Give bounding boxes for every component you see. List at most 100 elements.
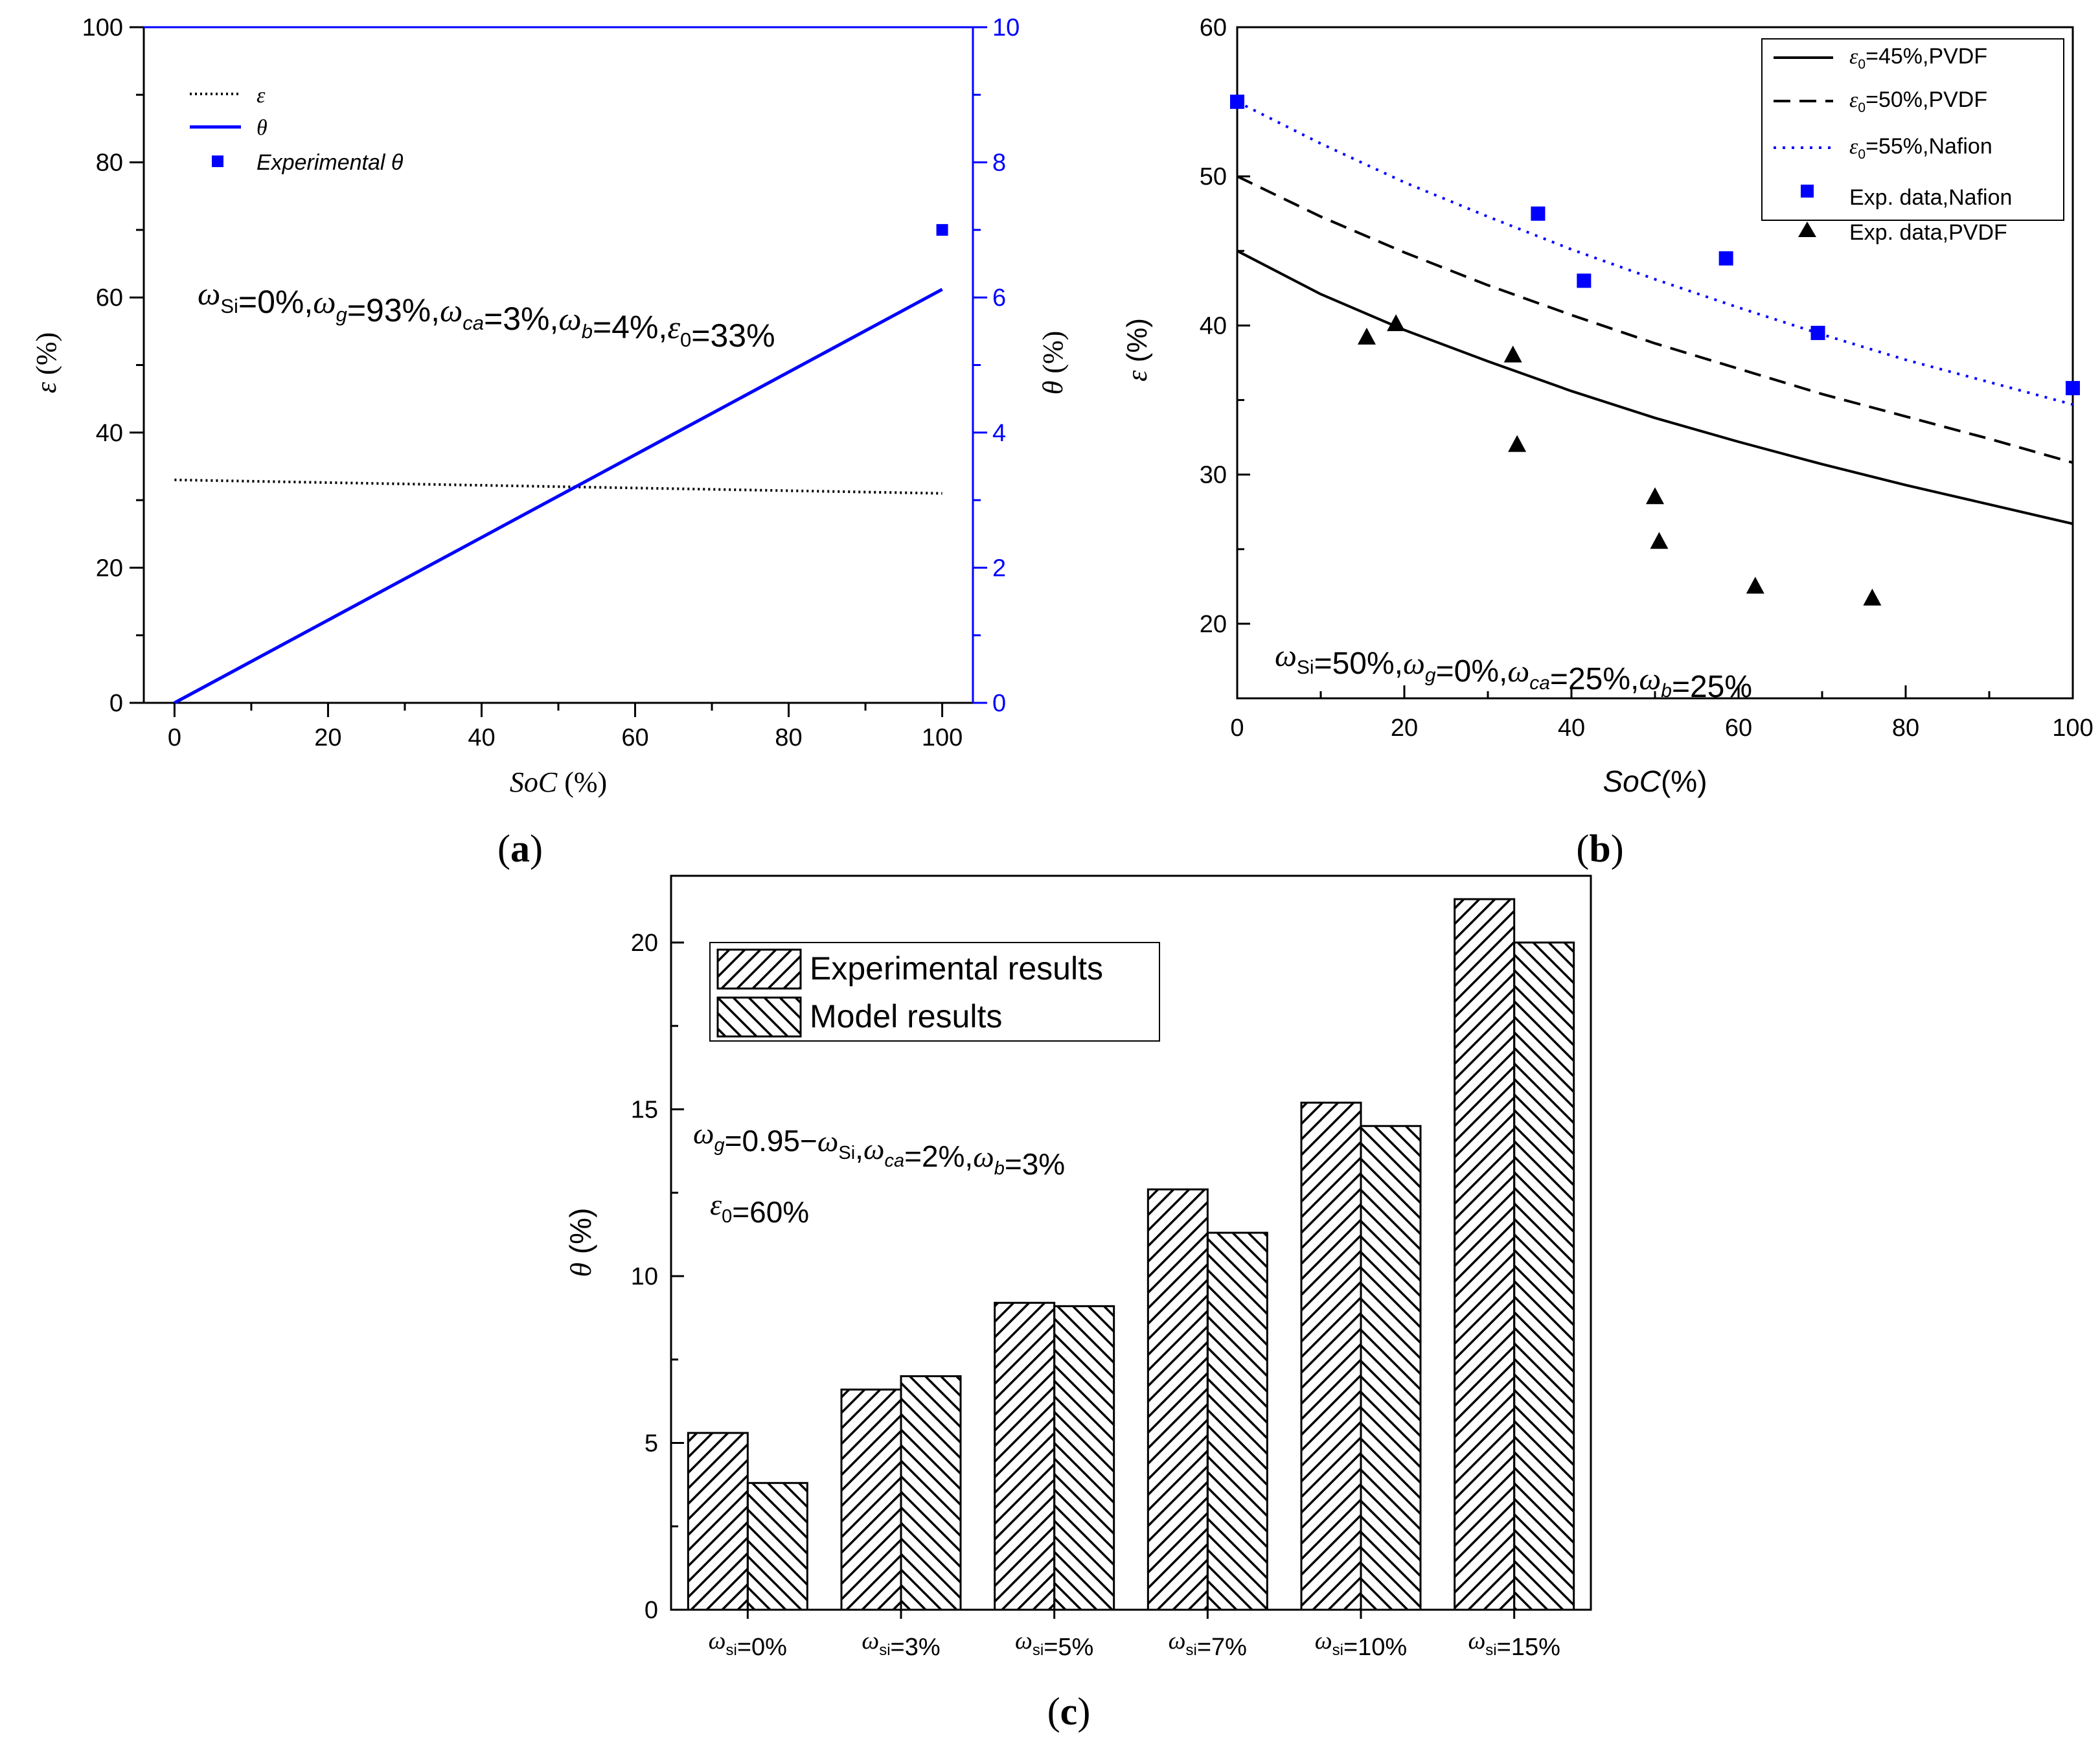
x-tick-label: 40 [1558, 715, 1585, 742]
exp-pvdf-point [1650, 532, 1669, 549]
exp-nafion-point [1531, 206, 1546, 221]
y2-tick-label: 10 [992, 14, 1020, 41]
y-axis-title: θ (%) [564, 1208, 597, 1277]
panel-label-b-letter: b [1589, 827, 1610, 870]
y-tick-label: 0 [109, 690, 123, 717]
legend-exp-pvdf-swatch [1798, 222, 1816, 237]
bar-experimental [1300, 1101, 1362, 1611]
chart-panel-a: 0 20 40 60 80 1000204060801000246810εθExperim… [30, 14, 1069, 870]
exp-nafion-point [1577, 273, 1592, 288]
legend-model-label: Model results [810, 998, 1002, 1035]
y-tick-label: 20 [1200, 611, 1227, 638]
legend-epsilon-label: ε [257, 84, 266, 108]
y-tick-label: 20 [96, 555, 123, 582]
x-tick-label: 20 [314, 724, 341, 751]
annotation-c-2: ε0=60% [710, 1188, 809, 1229]
y-tick-label: 50 [1200, 163, 1227, 190]
annotation-c-1: ωg=0.95−ωSi,ωca=2%,ωb=3% [693, 1117, 1065, 1181]
bar-model [900, 1375, 962, 1611]
y2-axis-title-text: θ [1037, 381, 1069, 395]
exp-pvdf-point [1746, 577, 1764, 594]
panel-label-a: (a) [497, 827, 543, 870]
y-axis-title-unit: (%) [1121, 318, 1153, 371]
x-axis-title-text: SoC [510, 766, 558, 798]
x-axis-title-unit: (%) [1661, 764, 1707, 798]
y2-tick-label: 4 [992, 420, 1006, 447]
x-tick-label: 60 [621, 724, 648, 751]
x-category-label: ωsi=3% [862, 1627, 940, 1661]
legend-model-swatch [716, 996, 802, 1038]
exp-pvdf-point [1508, 435, 1527, 452]
legend-experimental-label: Experimental θ [257, 150, 404, 175]
exp-pvdf-point [1503, 345, 1522, 363]
legend-exp-nafion-swatch [1801, 185, 1814, 198]
x-tick-label: 100 [922, 724, 963, 751]
x-category-label: ωsi=10% [1315, 1627, 1407, 1661]
y-tick-label: 0 [645, 1597, 658, 1624]
x-tick-label: 80 [775, 724, 802, 751]
y-tick-label: 15 [631, 1097, 658, 1124]
legend-experimental-label: Experimental results [810, 950, 1103, 987]
x-axis-title: SoC (%) [510, 766, 607, 798]
y-axis-title-unit: (%) [30, 332, 62, 382]
x-category-label: ωsi=5% [1015, 1627, 1093, 1661]
y-tick-label: 10 [631, 1263, 658, 1290]
experimental-theta-point [936, 223, 948, 236]
legend-eps55-label: ε0=55%,Nafion [1849, 134, 1992, 162]
x-axis-title: SoC(%) [1603, 764, 1707, 798]
y-axis-title-text: ε [30, 382, 62, 393]
y-tick-label: 40 [1200, 312, 1227, 339]
y-tick-label: 80 [96, 150, 123, 177]
exp-nafion-point [1810, 325, 1825, 340]
panel-label-a-letter: a [510, 827, 530, 870]
x-tick-label: 40 [468, 724, 495, 751]
x-tick-label: 0 [1230, 715, 1244, 742]
x-tick-label: 0 [168, 724, 181, 751]
legend-experimental-swatch [212, 155, 223, 167]
series-eps45-pvdf-line [1237, 249, 2073, 525]
exp-pvdf-point [1863, 588, 1882, 606]
bar-model [1053, 1305, 1115, 1611]
legend-exp-pvdf-label: Exp. data,PVDF [1849, 220, 2007, 245]
chart-panel-b: 0 20 40 60 80 100 20 30 40 50 60 ε0=45%,PVDF ε0=50%,… [1121, 14, 2094, 870]
series-eps55-nafion-line [1237, 100, 2073, 406]
y2-axis-title: θ (%) [1037, 331, 1069, 395]
y-axis-title-text: ε [1121, 370, 1153, 382]
y-tick-label: 60 [96, 284, 123, 312]
x-tick-label: 60 [1725, 715, 1752, 742]
bar-model [1206, 1231, 1268, 1611]
bar-model [1360, 1125, 1422, 1611]
panel-label-c: (c) [1047, 1690, 1091, 1733]
x-axis-title-text: SoC [1603, 764, 1661, 798]
bar-experimental [1147, 1188, 1209, 1611]
exp-pvdf-point [1646, 487, 1664, 505]
x-category-label: ωsi=15% [1468, 1627, 1560, 1661]
annotation-a: ωSi=0%,ωg=93%,ωca=3%,ωb=4%,ε0=33% [198, 275, 775, 354]
x-tick-label: 100 [2052, 715, 2093, 742]
legend-exp-nafion-label: Exp. data,Nafion [1849, 185, 2012, 210]
y-axis-title-text: θ [564, 1263, 597, 1277]
legend-eps45-label: ε0=45%,PVDF [1849, 44, 1987, 72]
exp-nafion-point [1718, 251, 1733, 266]
bar-experimental [687, 1432, 749, 1611]
x-category-label: ωsi=7% [1169, 1627, 1247, 1661]
legend-eps50-label: ε0=50%,PVDF [1849, 87, 1987, 115]
y2-tick-label: 8 [992, 150, 1006, 177]
panel-label-b: (b) [1576, 827, 1623, 870]
bar-model [746, 1481, 808, 1611]
y-axis-title: ε (%) [1121, 318, 1153, 382]
y-tick-label: 5 [645, 1430, 658, 1458]
exp-pvdf-point [1357, 327, 1376, 345]
y-tick-label: 20 [631, 930, 658, 957]
x-tick-label: 20 [1391, 715, 1418, 742]
bar-model [1513, 941, 1575, 1611]
bar-experimental [1454, 898, 1516, 1611]
x-axis-title-unit: (%) [557, 766, 607, 798]
y2-axis-title-unit: (%) [1037, 331, 1069, 381]
series-epsilon-line [174, 478, 942, 495]
exp-nafion-point [1230, 95, 1244, 109]
y-tick-label: 40 [96, 420, 123, 447]
chart-panel-c: 0 5 10 15 20 ωsi=0% ωsi=3% ωsi=5% ωsi=7% ωsi=10% ω… [564, 875, 1592, 1733]
series-theta-line [174, 288, 943, 705]
